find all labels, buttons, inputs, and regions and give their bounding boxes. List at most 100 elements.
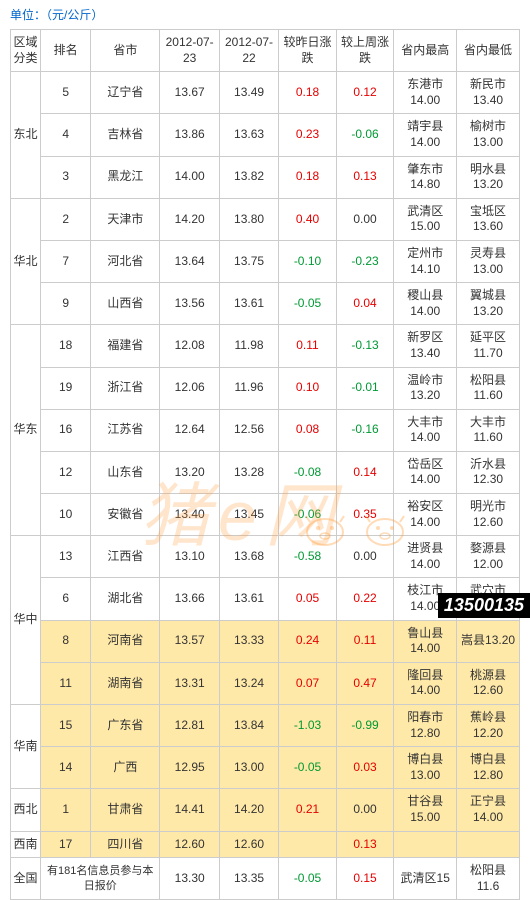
region-cell: 西南 (11, 831, 41, 858)
table-row: 4吉林省13.8613.630.23-0.06靖宇县14.00榆树市13.00 (11, 114, 520, 156)
date2-cell: 13.28 (219, 451, 278, 493)
low-cell: 婺源县12.00 (457, 536, 520, 578)
high-cell: 稷山县14.00 (394, 283, 457, 325)
wk-cell: -0.16 (336, 409, 394, 451)
province-cell: 安徽省 (91, 494, 160, 536)
date2-cell: 13.45 (219, 494, 278, 536)
province-cell: 湖南省 (91, 662, 160, 704)
wk-cell: -0.06 (336, 114, 394, 156)
wk-cell: -0.01 (336, 367, 394, 409)
table-row: 16江苏省12.6412.560.08-0.16大丰市14.00大丰市11.60 (11, 409, 520, 451)
date2-cell: 13.84 (219, 705, 278, 747)
high-cell: 鲁山县14.00 (394, 620, 457, 662)
rank-cell: 9 (41, 283, 91, 325)
date1-cell: 12.64 (160, 409, 219, 451)
yd-cell: -1.03 (279, 705, 337, 747)
wk-cell: 0.13 (336, 156, 394, 198)
high-cell: 阳春市12.80 (394, 705, 457, 747)
date2-cell: 13.49 (219, 72, 278, 114)
yd-cell: 0.21 (279, 789, 337, 831)
date1-cell: 12.06 (160, 367, 219, 409)
rank-cell: 14 (41, 747, 91, 789)
header-high: 省内最高 (394, 30, 457, 72)
table-row: 10安徽省13.4013.45-0.060.35裕安区14.00明光市12.60 (11, 494, 520, 536)
high-cell: 温岭市13.20 (394, 367, 457, 409)
high-cell: 东港市14.00 (394, 72, 457, 114)
low-cell: 明水县13.20 (457, 156, 520, 198)
date2-cell: 12.56 (219, 409, 278, 451)
low-cell: 蕉岭县12.20 (457, 705, 520, 747)
date2-cell: 11.98 (219, 325, 278, 367)
low-cell: 延平区11.70 (457, 325, 520, 367)
table-row: 西南17四川省12.6012.600.13 (11, 831, 520, 858)
header-province: 省市 (91, 30, 160, 72)
date2-cell: 13.75 (219, 240, 278, 282)
date1-cell: 13.56 (160, 283, 219, 325)
date2-cell: 13.24 (219, 662, 278, 704)
table-row: 东北5辽宁省13.6713.490.180.12东港市14.00新民市13.40 (11, 72, 520, 114)
high-cell: 甘谷县15.00 (394, 789, 457, 831)
unit-label: 单位：（元/公斤） (0, 0, 530, 29)
rank-cell: 5 (41, 72, 91, 114)
province-cell: 黑龙江 (91, 156, 160, 198)
yd-cell: 0.40 (279, 198, 337, 240)
date1-cell: 13.10 (160, 536, 219, 578)
province-cell: 山西省 (91, 283, 160, 325)
date2-cell: 13.80 (219, 198, 278, 240)
province-cell: 河北省 (91, 240, 160, 282)
region-cell: 华中 (11, 536, 41, 705)
low-cell: 松阳县11.60 (457, 367, 520, 409)
province-cell: 天津市 (91, 198, 160, 240)
wk-cell: -0.13 (336, 325, 394, 367)
rank-cell: 11 (41, 662, 91, 704)
table-row: 华东18福建省12.0811.980.11-0.13新罗区13.40延平区11.… (11, 325, 520, 367)
rank-cell: 13 (41, 536, 91, 578)
rank-cell: 10 (41, 494, 91, 536)
wk-cell: 0.22 (336, 578, 394, 620)
wk-cell: -0.99 (336, 705, 394, 747)
rank-cell: 7 (41, 240, 91, 282)
date2-cell: 13.63 (219, 114, 278, 156)
yd-cell: 0.07 (279, 662, 337, 704)
province-cell: 广东省 (91, 705, 160, 747)
header-rank: 排名 (41, 30, 91, 72)
wk-cell: 0.13 (336, 831, 394, 858)
table-row: 9山西省13.5613.61-0.050.04稷山县14.00翼城县13.20 (11, 283, 520, 325)
low-cell: 正宁县14.00 (457, 789, 520, 831)
date2-cell: 12.60 (219, 831, 278, 858)
high-cell: 进贤县14.00 (394, 536, 457, 578)
low-cell: 博白县12.80 (457, 747, 520, 789)
yd-cell: -0.58 (279, 536, 337, 578)
wk-cell: 0.15 (336, 858, 394, 900)
rank-cell: 12 (41, 451, 91, 493)
date2-cell: 13.68 (219, 536, 278, 578)
rank-cell: 17 (41, 831, 91, 858)
yd-cell: -0.05 (279, 858, 337, 900)
date2-cell: 13.61 (219, 283, 278, 325)
high-cell: 肇东市14.80 (394, 156, 457, 198)
region-cell: 华东 (11, 325, 41, 536)
rank-cell: 18 (41, 325, 91, 367)
table-row: 华南15广东省12.8113.84-1.03-0.99阳春市12.80蕉岭县12… (11, 705, 520, 747)
rank-cell: 4 (41, 114, 91, 156)
yd-cell: 0.10 (279, 367, 337, 409)
rank-cell: 1 (41, 789, 91, 831)
low-cell: 嵩县13.20 (457, 620, 520, 662)
high-cell: 隆回县14.00 (394, 662, 457, 704)
high-cell: 武清区15.00 (394, 198, 457, 240)
date2-cell: 13.61 (219, 578, 278, 620)
rank-cell: 3 (41, 156, 91, 198)
province-cell: 福建省 (91, 325, 160, 367)
province-cell: 四川省 (91, 831, 160, 858)
date2-cell: 13.00 (219, 747, 278, 789)
table-row: 14广西12.9513.00-0.050.03博白县13.00博白县12.80 (11, 747, 520, 789)
date1-cell: 12.08 (160, 325, 219, 367)
wk-cell: 0.00 (336, 536, 394, 578)
wk-cell: 0.12 (336, 72, 394, 114)
yd-cell: 0.23 (279, 114, 337, 156)
wk-cell: 0.35 (336, 494, 394, 536)
table-row: 7河北省13.6413.75-0.10-0.23定州市14.10灵寿县13.00 (11, 240, 520, 282)
date2-cell: 13.82 (219, 156, 278, 198)
high-cell: 岱岳区14.00 (394, 451, 457, 493)
low-cell (457, 831, 520, 858)
